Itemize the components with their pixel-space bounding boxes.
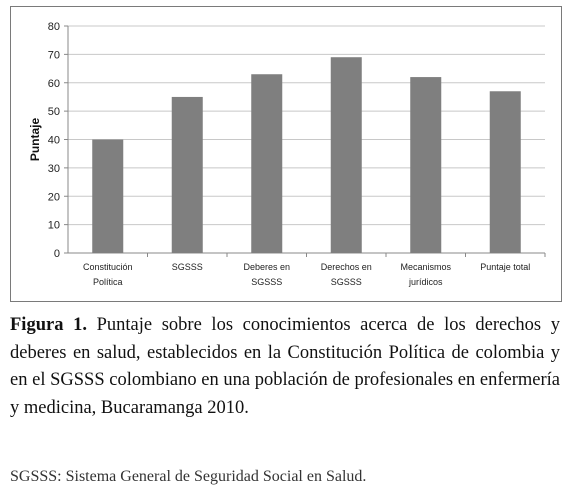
y-tick-label: 0 bbox=[54, 248, 60, 260]
y-tick-label: 30 bbox=[48, 163, 60, 175]
x-category-label: Constitución bbox=[83, 262, 133, 272]
caption-text: Puntaje sobre los conocimientos acerca d… bbox=[10, 315, 560, 418]
figure-label: Figura 1. bbox=[10, 315, 87, 335]
footnote: SGSSS: Sistema General de Seguridad Soci… bbox=[10, 468, 367, 485]
y-tick-label: 10 bbox=[48, 220, 60, 232]
x-category-label: Deberes en bbox=[243, 262, 290, 272]
x-category-label: Derechos en bbox=[321, 262, 372, 272]
x-category-label: Mecanismos bbox=[400, 262, 451, 272]
bar bbox=[251, 74, 283, 253]
bar-chart: 0 10 20 30 40 50 60 70 80 Puntaje Constitución Polí… bbox=[28, 21, 546, 287]
y-tick-label: 60 bbox=[48, 78, 60, 90]
x-category-label: SGSSS bbox=[251, 277, 282, 287]
x-category-label: SGSSS bbox=[331, 277, 362, 287]
chart-frame: 0 10 20 30 40 50 60 70 80 Puntaje Constitución Polí… bbox=[10, 6, 562, 302]
x-category-label: SGSSS bbox=[172, 262, 203, 272]
bar bbox=[171, 96, 203, 253]
y-tick-label: 20 bbox=[48, 191, 60, 203]
figure-caption: Figura 1. Puntaje sobre los conocimiento… bbox=[10, 312, 560, 422]
y-tick-label: 40 bbox=[48, 135, 60, 147]
y-tick-label: 50 bbox=[48, 106, 60, 118]
y-tick-label: 70 bbox=[48, 49, 60, 61]
y-tick-label: 80 bbox=[48, 21, 60, 33]
bar bbox=[330, 57, 362, 254]
bar bbox=[92, 139, 124, 253]
x-category-label: Puntaje total bbox=[480, 262, 530, 272]
bar bbox=[410, 77, 442, 253]
y-axis-label: Puntaje bbox=[28, 118, 42, 162]
bar bbox=[489, 91, 521, 253]
x-category-label: jurídicos bbox=[408, 277, 443, 287]
x-category-label: Política bbox=[93, 277, 123, 287]
